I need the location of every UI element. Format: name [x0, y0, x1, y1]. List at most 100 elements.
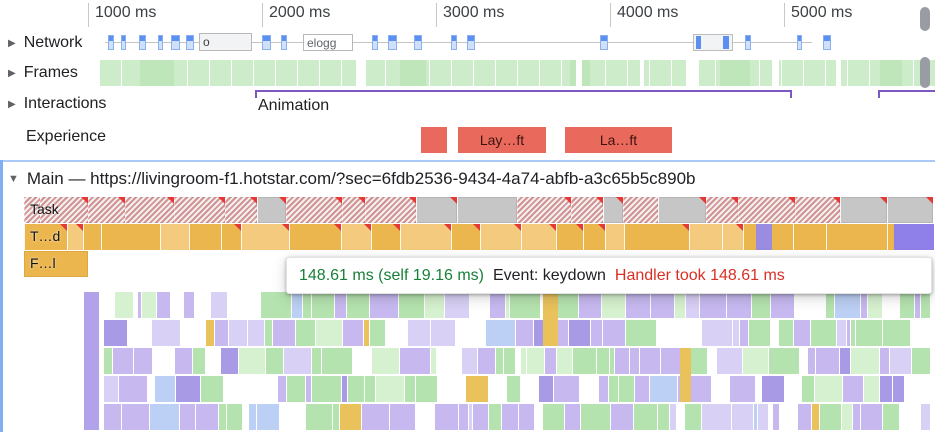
flame-segment[interactable]: [221, 348, 238, 374]
flame-segment[interactable]: [306, 376, 311, 402]
flame-segment[interactable]: [700, 292, 726, 318]
timer-segment[interactable]: [67, 224, 83, 250]
timer-segment[interactable]: [189, 224, 221, 250]
flame-segment[interactable]: [284, 348, 311, 374]
interactions-track[interactable]: [0, 88, 935, 120]
timer-track[interactable]: [0, 224, 935, 250]
flame-segment[interactable]: [539, 376, 553, 402]
flame-segment[interactable]: [675, 292, 685, 318]
flame-segment[interactable]: [689, 348, 707, 374]
flame-segment[interactable]: [278, 376, 286, 402]
flame-segment[interactable]: [883, 320, 910, 346]
flame-segment[interactable]: [490, 292, 505, 318]
network-request-chip[interactable]: elogg: [303, 34, 353, 51]
flame-segment[interactable]: [769, 348, 799, 374]
task-segment[interactable]: [658, 197, 706, 223]
flame-segment[interactable]: [808, 348, 815, 374]
flame-segment[interactable]: [602, 292, 625, 318]
network-request-bar[interactable]: [723, 36, 729, 49]
task-segment[interactable]: [286, 197, 342, 223]
flame-segment[interactable]: [134, 348, 152, 374]
scrollbar-thumb[interactable]: [920, 57, 930, 88]
timer-segment[interactable]: [371, 224, 400, 250]
flame-segment[interactable]: [921, 292, 930, 318]
flame-segment[interactable]: [306, 404, 332, 430]
flame-segment[interactable]: [527, 348, 544, 374]
interaction-span-line[interactable]: [878, 90, 935, 92]
flame-segment[interactable]: [496, 348, 503, 374]
flame-segment[interactable]: [826, 292, 834, 318]
layout-shift-badge[interactable]: La…ft: [565, 127, 672, 153]
timer-segment[interactable]: [24, 224, 67, 250]
flame-segment[interactable]: [425, 292, 444, 318]
flame-segment[interactable]: [900, 292, 914, 318]
main-thread-section-header[interactable]: ▼ Main — https://livingroom-f1.hotstar.c…: [0, 164, 696, 194]
flame-segment[interactable]: [431, 348, 436, 374]
task-segment[interactable]: [125, 197, 174, 223]
flame-segment[interactable]: [150, 404, 179, 430]
flame-segment[interactable]: [466, 376, 488, 402]
flame-segment[interactable]: [516, 320, 533, 346]
flame-segment[interactable]: [611, 404, 633, 430]
flame-segment[interactable]: [155, 376, 175, 402]
task-segment[interactable]: [887, 197, 933, 223]
flame-segment[interactable]: [206, 320, 214, 346]
flame-segment[interactable]: [702, 404, 731, 430]
flame-segment[interactable]: [658, 404, 669, 430]
flame-segment[interactable]: [227, 404, 242, 430]
flame-segment[interactable]: [115, 292, 133, 318]
flame-segment[interactable]: [883, 404, 899, 430]
task-segment[interactable]: [706, 197, 738, 223]
task-segment[interactable]: [623, 197, 658, 223]
flame-segment[interactable]: [599, 376, 608, 402]
frames-strip[interactable]: [100, 60, 935, 86]
flame-segment[interactable]: [815, 376, 842, 402]
layout-shift-badge[interactable]: [421, 127, 447, 153]
timer-segment-purple[interactable]: [756, 224, 772, 250]
flame-segment[interactable]: [266, 348, 283, 374]
network-request-group[interactable]: [693, 34, 733, 51]
flame-segment[interactable]: [104, 404, 121, 430]
flame-segment[interactable]: [543, 404, 564, 430]
flame-segment[interactable]: [322, 348, 352, 374]
timer-segment[interactable]: [289, 224, 341, 250]
task-track[interactable]: [0, 197, 935, 223]
network-request-bar[interactable]: [171, 35, 180, 50]
timer-segment[interactable]: [521, 224, 556, 250]
network-request-bar[interactable]: [372, 35, 378, 50]
interaction-animation-label[interactable]: Animation: [258, 97, 330, 114]
flame-segment[interactable]: [610, 348, 614, 374]
flame-segment[interactable]: [635, 376, 649, 402]
flame-segment-yellow[interactable]: [680, 348, 691, 402]
flame-segment[interactable]: [758, 404, 768, 430]
task-segment[interactable]: [840, 197, 887, 223]
flame-segment[interactable]: [880, 376, 892, 402]
task-segment[interactable]: [40, 197, 88, 223]
timer-segment[interactable]: [221, 224, 241, 250]
flame-segment[interactable]: [408, 320, 430, 346]
flame-segment[interactable]: [372, 348, 399, 374]
flame-segment[interactable]: [626, 320, 656, 346]
flame-segment[interactable]: [811, 320, 836, 346]
flame-segment[interactable]: [248, 320, 264, 346]
flame-segment[interactable]: [773, 404, 779, 430]
flame-segment[interactable]: [840, 348, 850, 374]
flame-segment[interactable]: [880, 348, 889, 374]
network-request-bar[interactable]: [121, 35, 126, 50]
network-request-bar[interactable]: [797, 35, 802, 50]
task-segment[interactable]: [517, 197, 571, 223]
flame-segment[interactable]: [184, 292, 194, 318]
flame-segment[interactable]: [565, 404, 580, 430]
flame-segment[interactable]: [211, 292, 227, 318]
timer-segment[interactable]: [556, 224, 583, 250]
flame-segment[interactable]: [119, 376, 147, 402]
flame-segment[interactable]: [843, 376, 863, 402]
flame-segment[interactable]: [521, 348, 526, 374]
flame-segment[interactable]: [193, 348, 205, 374]
flame-segment[interactable]: [730, 376, 755, 402]
flame-segment[interactable]: [856, 320, 882, 346]
flame-segment[interactable]: [261, 292, 291, 318]
flame-segment[interactable]: [486, 320, 515, 346]
flame-segment[interactable]: [347, 292, 369, 318]
task-segment[interactable]: [88, 197, 125, 223]
